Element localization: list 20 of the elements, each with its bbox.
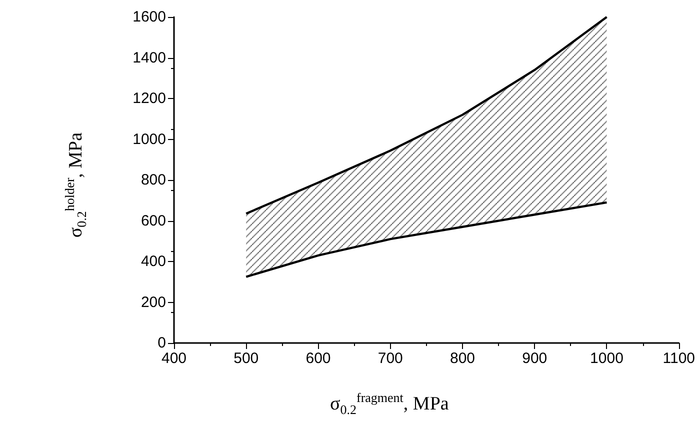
y-tick-label: 400 (140, 253, 166, 270)
line-series (245, 201, 608, 278)
x-tick-label: 500 (234, 350, 259, 367)
y-tick-label: 1400 (132, 49, 166, 66)
y-tick-label: 1000 (132, 130, 166, 148)
x-tick-label: 700 (378, 350, 403, 367)
y-tick-label: 1200 (132, 90, 166, 107)
x-tick-label: 900 (522, 350, 548, 367)
y-tick-label: 600 (140, 212, 166, 230)
x-axis-title: σ$_{0.2}$$^{fragment}$, MPa (330, 390, 449, 418)
y-tick-label: 1600 (132, 8, 166, 26)
x-tick-label: 400 (161, 350, 187, 367)
y-tick-label: 200 (140, 294, 166, 311)
line-series (245, 16, 608, 215)
y-tick-label: 0 (158, 334, 166, 352)
x-tick-label: 600 (306, 350, 331, 367)
y-tick-label: 800 (140, 172, 166, 188)
x-tick-label: 800 (450, 350, 476, 367)
x-tick-label: 1000 (590, 350, 624, 367)
x-tick-label: 1100 (662, 350, 696, 367)
